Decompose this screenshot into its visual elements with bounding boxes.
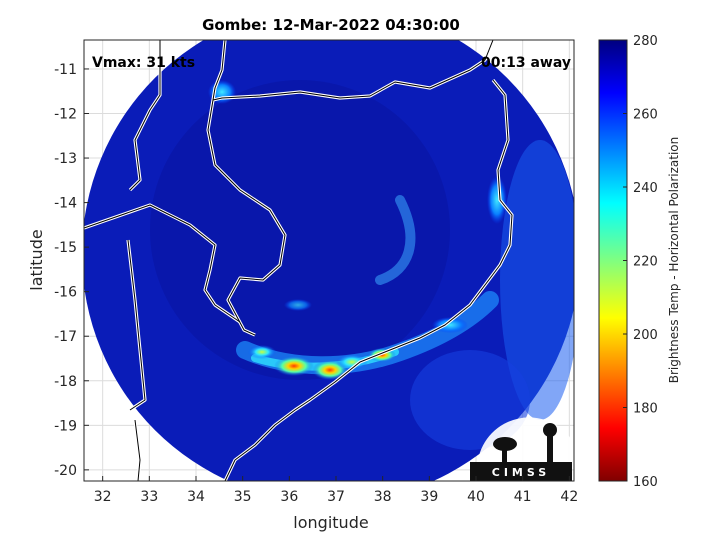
cimss-logo-band xyxy=(470,462,572,481)
convection-cell-5 xyxy=(248,345,276,359)
convection-cell-west xyxy=(284,299,312,311)
y-tick-label: -11 xyxy=(54,62,77,78)
boundaries xyxy=(84,40,514,481)
x-tick-label: 33 xyxy=(140,489,158,505)
x-tick-label: 42 xyxy=(560,489,578,505)
y-tick-label: -18 xyxy=(54,374,77,390)
time-away-annotation: 00:13 away xyxy=(481,55,571,71)
colorbar-tick-label: 240 xyxy=(633,181,658,196)
swath-east-band xyxy=(500,140,574,420)
x-axis-label: longitude xyxy=(293,513,368,532)
x-tick-label: 38 xyxy=(374,489,392,505)
axis-ticks: 32 33 34 35 36 37 38 39 40 41 42 -11 -12 -13 -14 -15 -16… xyxy=(54,62,578,505)
y-tick-label: -20 xyxy=(54,463,77,479)
colorbar-tick-label: 280 xyxy=(633,34,658,49)
x-tick-label: 36 xyxy=(280,489,298,505)
x-tick-label: 32 xyxy=(94,489,112,505)
colorbar-tick-label: 160 xyxy=(633,475,658,490)
x-tick-label: 40 xyxy=(467,489,485,505)
cimss-logo-dish-stand xyxy=(502,448,507,462)
colorbar-ticks: 280 260 240 220 200 180 160 xyxy=(623,34,658,490)
colorbar-tick-label: 180 xyxy=(633,402,658,417)
axes-box xyxy=(83,39,575,482)
convection-cell-6 xyxy=(432,317,468,333)
x-tick-label: 39 xyxy=(420,489,438,505)
x-tick-label: 35 xyxy=(234,489,252,505)
convection-cell-ne xyxy=(487,176,507,224)
cimss-logo: CIMSS xyxy=(470,417,572,481)
y-tick-label: -17 xyxy=(54,329,77,345)
x-tick-label: 37 xyxy=(327,489,345,505)
y-tick-label: -13 xyxy=(54,151,77,167)
cimss-logo-dish xyxy=(493,437,517,451)
colorbar-tick-label: 220 xyxy=(633,255,658,270)
cimss-logo-tower xyxy=(547,435,553,462)
y-tick-label: -12 xyxy=(54,107,77,123)
convection-cell-1 xyxy=(274,356,314,376)
y-tick-label: -14 xyxy=(54,196,77,212)
convection-cell-3 xyxy=(336,354,368,370)
y-axis-label: latitude xyxy=(27,229,46,290)
colorbar-tick-label: 200 xyxy=(633,328,658,343)
y-tick-label: -16 xyxy=(54,285,77,301)
swath-image xyxy=(84,40,574,481)
spiral-band xyxy=(375,195,416,285)
y-tick-label: -19 xyxy=(54,418,77,434)
colorbar-tick-label: 260 xyxy=(633,108,658,123)
x-tick-label: 34 xyxy=(187,489,205,505)
y-tick-label: -15 xyxy=(54,240,77,256)
swath-inner-shade xyxy=(150,80,450,380)
colorbar xyxy=(598,39,628,482)
cimss-logo-text: CIMSS xyxy=(492,466,550,479)
chart-title: Gombe: 12-Mar-2022 04:30:00 xyxy=(202,16,460,34)
colorbar-label: Brightness Temp - Horizontal Polarizatio… xyxy=(667,137,681,384)
x-tick-label: 41 xyxy=(514,489,532,505)
vmax-annotation: Vmax: 31 kts xyxy=(92,55,195,71)
cimss-logo-tower-top xyxy=(543,423,557,437)
swath-southeast-band xyxy=(410,350,530,450)
